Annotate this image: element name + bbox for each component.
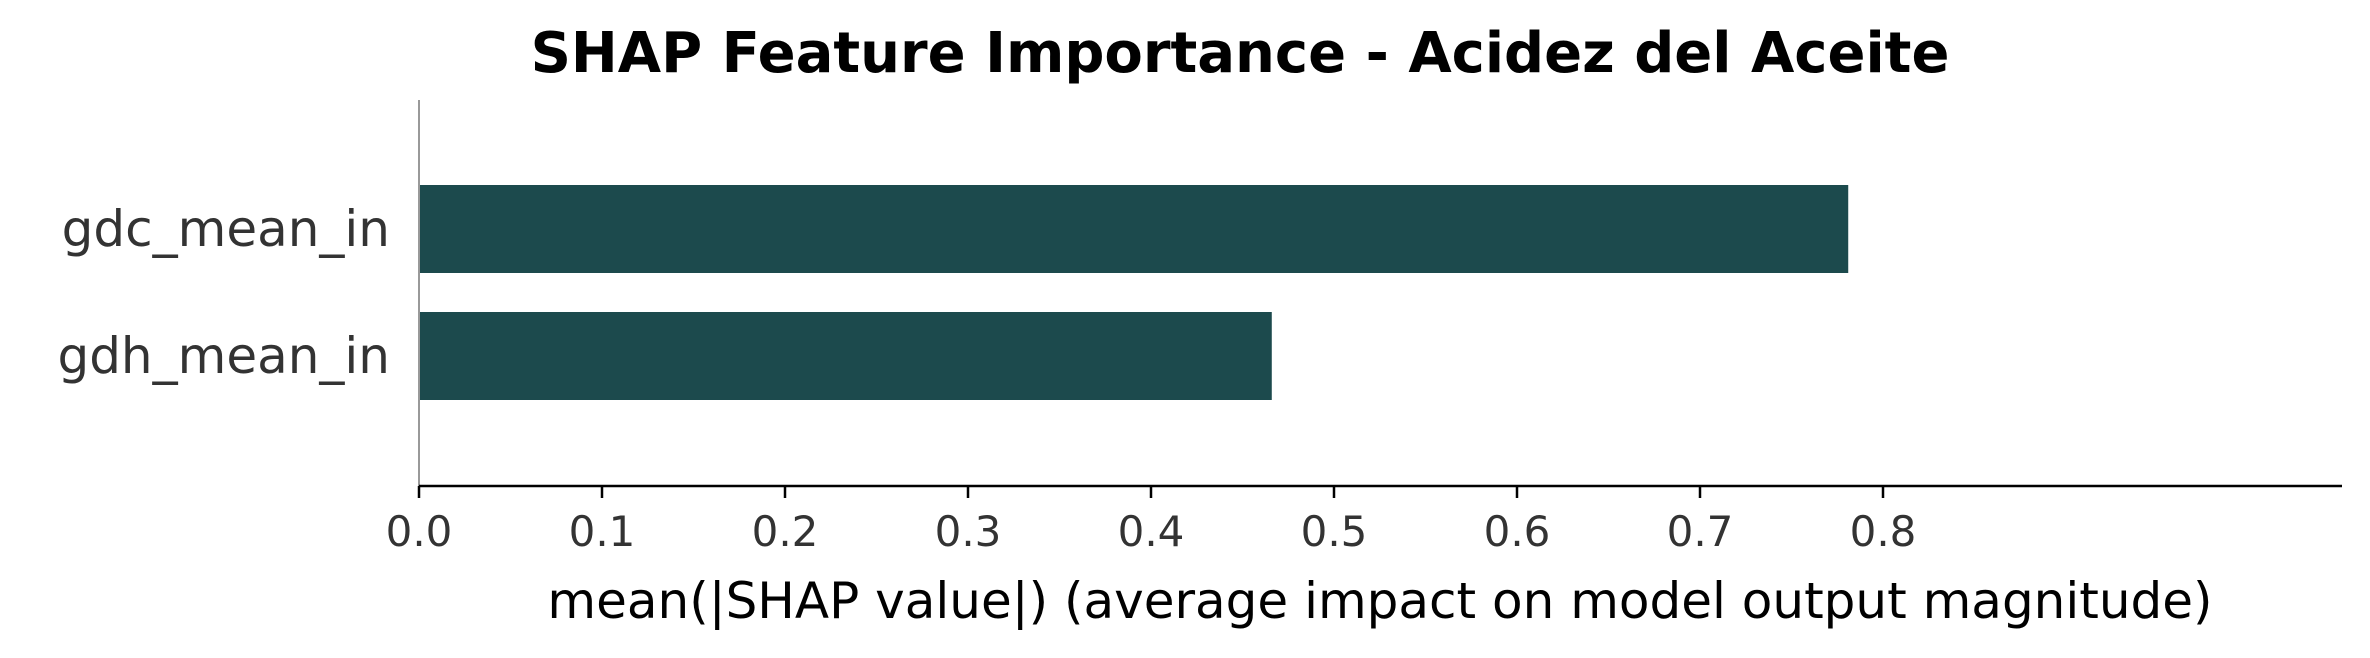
x-tick-label: 0.3 xyxy=(935,507,1002,556)
chart-title: SHAP Feature Importance - Acidez del Ace… xyxy=(531,21,1950,86)
bars-group xyxy=(419,185,1849,400)
x-tick-label: 0.6 xyxy=(1484,507,1551,556)
bar-gdc-mean-in xyxy=(419,185,1849,273)
x-tick-label: 0.2 xyxy=(752,507,819,556)
x-tick-label: 0.7 xyxy=(1667,507,1734,556)
bar-gdh-mean-in xyxy=(419,312,1272,400)
x-tick-label: 0.4 xyxy=(1118,507,1185,556)
x-tick-label: 0.0 xyxy=(386,507,453,556)
category-labels: gdc_mean_in gdh_mean_in xyxy=(57,200,390,385)
x-tick-label: 0.8 xyxy=(1850,507,1917,556)
category-label-gdc-mean-in: gdc_mean_in xyxy=(62,200,390,258)
x-tick-label: 0.1 xyxy=(569,507,636,556)
x-tick-label: 0.5 xyxy=(1301,507,1368,556)
x-axis-label: mean(|SHAP value|) (average impact on mo… xyxy=(547,572,2212,630)
category-label-gdh-mean-in: gdh_mean_in xyxy=(57,327,390,385)
x-ticks: 0.0 0.1 0.2 0.3 0.4 0.5 0.6 0.7 0.8 xyxy=(386,486,1917,556)
